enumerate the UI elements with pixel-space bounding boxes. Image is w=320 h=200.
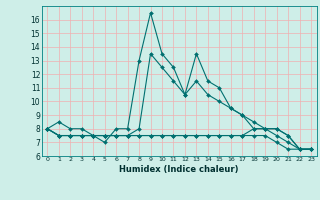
- X-axis label: Humidex (Indice chaleur): Humidex (Indice chaleur): [119, 165, 239, 174]
